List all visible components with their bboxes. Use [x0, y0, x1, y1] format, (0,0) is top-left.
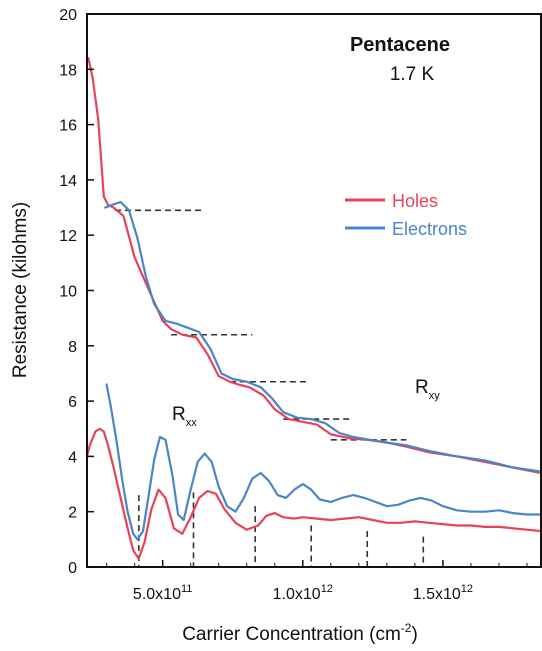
y-tick-label: 16	[59, 118, 77, 135]
x-tick-label: 1.0x1012	[273, 583, 333, 603]
y-tick-label: 14	[59, 173, 77, 190]
y-tick-label: 6	[68, 394, 77, 411]
series-line-electrons-rxy	[104, 200, 542, 473]
x-tick-label: 1.5x1012	[413, 583, 473, 603]
series-line-electrons-rxx	[105, 383, 542, 541]
title-group: Pentacene 1.7 K	[350, 34, 450, 85]
y-tick-label: 4	[68, 449, 77, 466]
chart-subtitle: 1.7 K	[390, 64, 435, 85]
x-axis-title: Carrier Concentration (cm-2)	[182, 621, 418, 645]
dashed-guides	[115, 209, 425, 567]
y-axis-title: Resistance (kilohms)	[10, 202, 31, 378]
x-tick-label: 5.0x1011	[133, 583, 192, 603]
y-tick-label: 18	[59, 62, 77, 79]
axis-ticks: 0 2 4 6 8 10 12 14 16 18 20 5.0x1011 1.0x1012 1.5x101…	[59, 7, 528, 603]
annotation-rxx: Rxx	[172, 404, 197, 429]
plot-frame	[86, 13, 542, 568]
legend-label-holes: Holes	[392, 191, 438, 211]
annotation-rxy: Rxy	[415, 377, 440, 402]
chart-title: Pentacene	[350, 34, 450, 56]
y-tick-label: 8	[68, 339, 77, 356]
y-tick-label: 20	[59, 7, 77, 24]
legend-label-electrons: Electrons	[392, 219, 467, 239]
y-tick-label: 2	[68, 505, 77, 522]
y-tick-label: 0	[68, 560, 77, 577]
series-line-holes-rxy	[87, 57, 542, 475]
y-tick-label: 10	[59, 284, 77, 301]
plot-area: 0 2 4 6 8 10 12 14 16 18 20 5.0x1011 1.0x1012 1.5x101…	[59, 7, 542, 603]
series-line-holes-rxx	[85, 427, 542, 560]
y-tick-label: 12	[59, 228, 77, 245]
series-layer	[85, 57, 542, 560]
legend: Holes Electrons	[345, 191, 467, 239]
